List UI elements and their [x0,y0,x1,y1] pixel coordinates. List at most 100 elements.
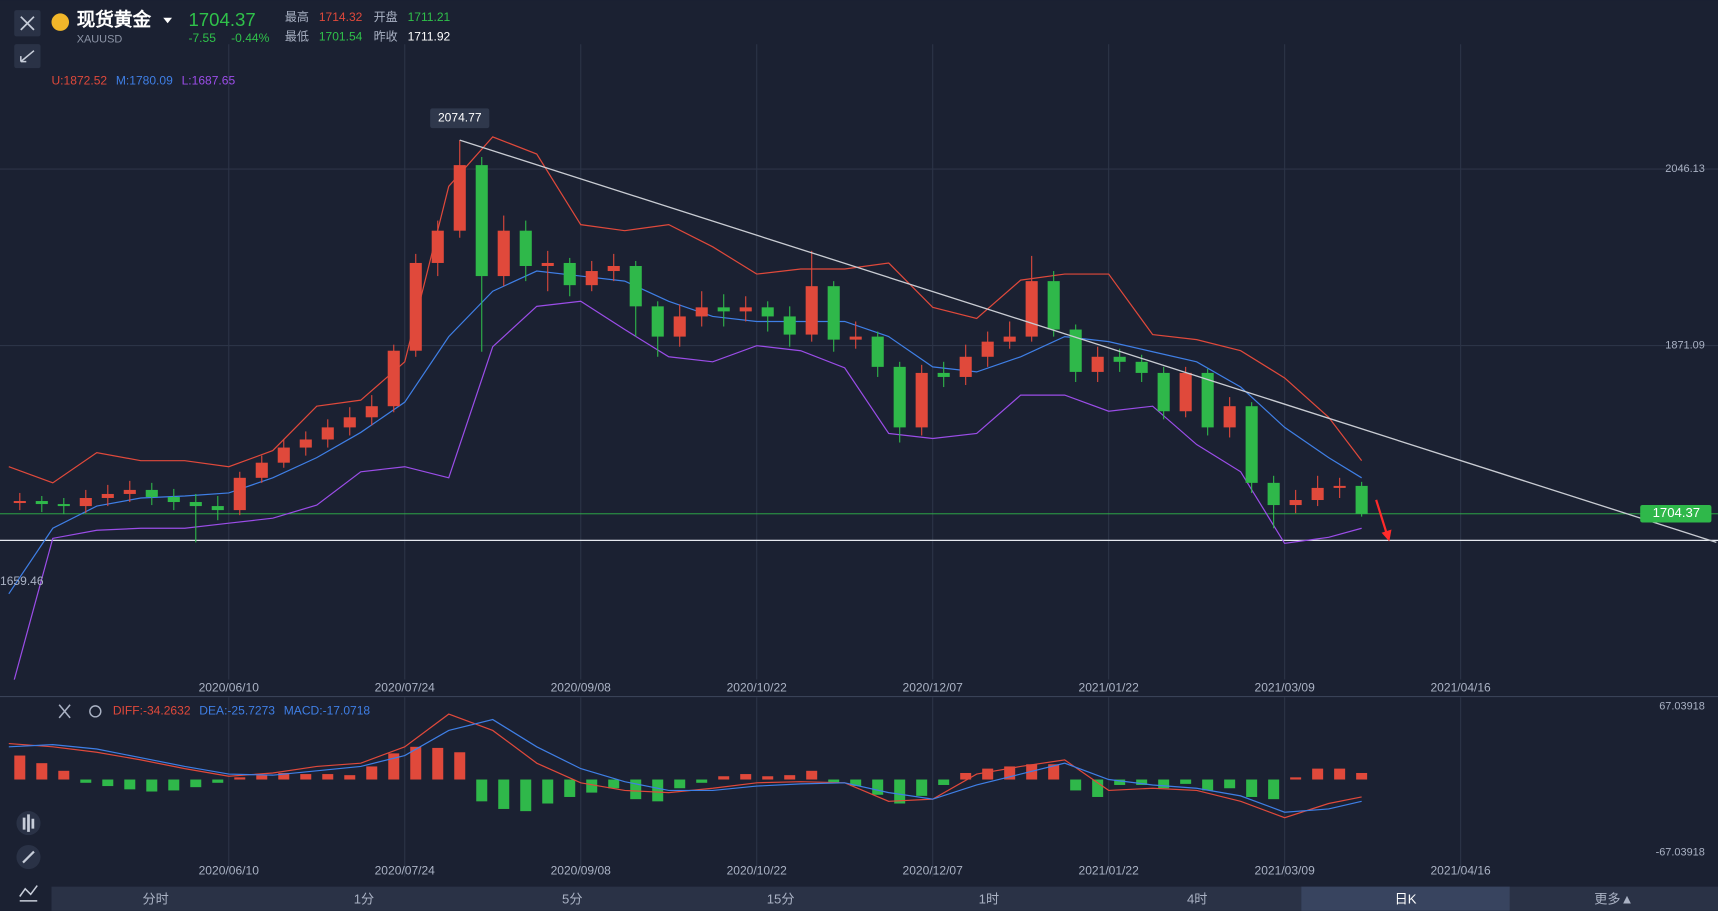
tab-active [1301,886,1510,911]
symbol: XAUUSD [77,34,123,46]
macd-close[interactable] [58,704,71,719]
candle-body [321,427,334,440]
band-line [8,136,1363,484]
macd-bar [256,775,268,780]
candle-body [981,341,994,357]
arrow-head [1381,529,1392,542]
tab[interactable]: 更多▲ [1594,890,1633,906]
candle-body [607,265,620,272]
legend-name: M: [116,74,129,88]
tool-indicator[interactable] [19,885,38,902]
legend-name: DEA: [199,704,227,718]
legend-value: 1780.09 [129,74,173,88]
tab[interactable]: 4时 [1187,891,1207,906]
tab[interactable]: 日K [1395,891,1417,906]
macd-bar [872,779,884,795]
macd-legend: DIFF:-34.2632 DEA:-25.7273 MACD:-17.0718 [113,704,371,718]
candle-body [409,262,422,351]
last-price-tag [1640,504,1712,523]
candle-body [563,262,576,286]
macd-bar [850,779,862,787]
tab[interactable]: 1分 [354,891,374,906]
tab[interactable]: 5分 [562,891,582,906]
macd-bar [696,779,708,783]
x-tick-label: 2021/01/22 [1079,681,1140,695]
macd-bar [410,746,422,780]
y-tick-label: -67.03918 [1656,847,1705,859]
macd-bar [212,779,224,783]
stat-value: 1711.92 [408,30,451,44]
candle-body [695,307,708,317]
candle-body [1245,406,1258,483]
candle-body [35,501,48,505]
macd-bar [124,779,136,790]
candle-body [167,496,180,503]
legend-value: -34.2632 [143,704,191,718]
macd-bar [476,779,488,802]
candle-body [123,489,136,494]
candle-body [761,307,774,317]
legend-name: DIFF: [113,704,143,718]
candle-body [1355,485,1368,514]
macd-bar [674,779,686,789]
x-tick-label: 2021/04/16 [1430,681,1491,695]
macd-bar [1268,779,1280,800]
macd-bar [1136,779,1148,785]
change: -7.55 [188,31,216,45]
candle-body [189,502,202,507]
macd-bar [1114,779,1126,785]
x-tick-label: 2020/12/07 [903,681,964,695]
candle-body [783,316,796,335]
candle-body [893,366,906,428]
tab[interactable]: 分时 [143,891,169,906]
candle-body [1047,281,1060,330]
main-plot [0,44,1718,680]
macd-bar [168,779,180,791]
instrument-name[interactable]: 现货黄金 [77,9,152,30]
macd-bar [1356,772,1368,780]
candle-body [541,262,554,266]
macd-bar [586,779,598,793]
macd-bar [388,753,400,780]
x-tick-label: 2020/06/10 [199,863,260,877]
candle-body [387,350,400,407]
last-price-label: 1704.37 [1653,505,1700,520]
band-legend: U:1872.52 M:1780.09 L:1687.65 [51,74,235,88]
candle-body [1091,356,1104,372]
band-line [13,300,1362,680]
x-tick-label: 2021/01/22 [1079,863,1140,877]
tab[interactable]: 15分 [767,891,795,906]
candle-body [13,501,26,504]
x-tick-label: 2020/07/24 [375,863,436,877]
candle-body [211,506,224,511]
legend-value: -25.7273 [227,704,275,718]
candle-body [145,489,158,497]
macd-bar [1246,779,1258,797]
x-tick-label: 2020/09/08 [551,863,612,877]
legend-value: 1872.52 [64,74,108,88]
candle-body [1135,361,1148,373]
macd-bar [432,747,444,780]
price: 1704.37 [188,9,255,30]
candle-body [79,497,92,507]
macd-settings[interactable] [89,705,102,718]
candle-body [739,307,752,312]
macd-bar [454,752,466,780]
macd-bar [1070,779,1082,791]
gold-icon [51,13,70,31]
stat-value: 1701.54 [319,30,363,44]
tab[interactable]: 1时 [979,891,999,906]
macd-bar [762,776,774,780]
x-tick-label: 2020/07/24 [375,681,436,695]
low-label: 1659.46 [0,574,44,588]
tool-draw-icon [22,850,35,864]
candle-body [1223,406,1236,428]
macd-bar [1334,768,1346,780]
stat-value: 1714.32 [319,10,363,24]
x-tick-label: 2020/09/08 [551,681,612,695]
candle-body [1201,372,1214,428]
dropdown-icon[interactable] [163,17,173,24]
macd-bar [806,770,818,780]
macd-bar [542,779,554,804]
